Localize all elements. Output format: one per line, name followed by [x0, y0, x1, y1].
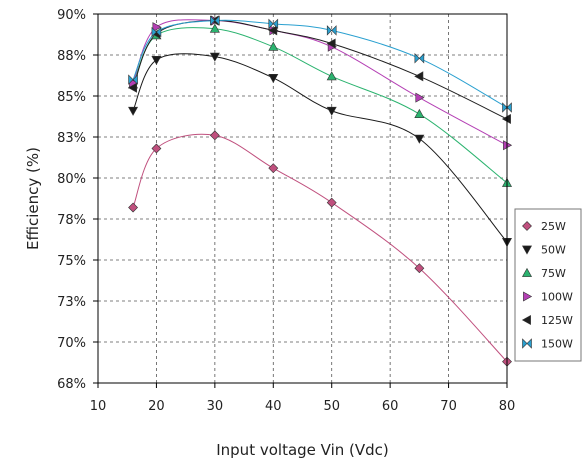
data-point-25w	[268, 163, 279, 174]
data-point-25w	[128, 202, 138, 213]
data-point-50w	[268, 74, 279, 84]
legend-marker	[521, 245, 533, 255]
x-tick-label: 40	[265, 399, 282, 414]
legend-label: 75W	[541, 267, 566, 280]
x-axis-title: Input voltage Vin (Vdc)	[216, 441, 389, 459]
data-point-150w	[268, 18, 279, 30]
series-line-50w	[132, 53, 508, 243]
y-tick-label: 83%	[57, 131, 86, 146]
series-lines	[132, 19, 508, 363]
data-point-150w	[128, 74, 138, 85]
y-tick-label: 88%	[57, 49, 86, 64]
legend-marker	[521, 267, 533, 277]
plot-frame	[97, 13, 508, 384]
legend-label: 150W	[541, 338, 573, 351]
data-point-75w	[414, 108, 425, 118]
y-tick-label: 70%	[57, 336, 86, 351]
data-point-150w	[326, 25, 337, 36]
data-point-50w	[414, 134, 425, 144]
data-point-25w	[151, 143, 162, 154]
y-tick-label: 73%	[57, 295, 86, 310]
y-axis-ticks: 90% 88% 85% 83% 80% 78% 75% 73% 70% 68%	[57, 8, 98, 392]
data-point-150w	[210, 15, 220, 26]
y-tick-label: 75%	[57, 254, 86, 269]
series-line-125w	[132, 20, 508, 120]
data-point-100w	[152, 22, 162, 33]
y-tick-label: 80%	[57, 172, 86, 187]
data-point-50w	[151, 56, 162, 66]
x-tick-label: 70	[440, 399, 457, 414]
series-line-100w	[132, 19, 508, 146]
x-axis-ticks: 10 20 30 40 50 60 70 80	[90, 383, 516, 414]
legend-label: 125W	[541, 314, 573, 327]
legend-label: 25W	[541, 220, 566, 233]
y-tick-label: 78%	[57, 213, 86, 228]
y-axis-title: Efficiency (%)	[24, 147, 42, 250]
legend: 25W 50W 75W 100W 125W 150W	[514, 208, 582, 362]
data-point-50w	[209, 52, 220, 62]
data-point-125w	[127, 82, 137, 93]
x-tick-label: 20	[148, 399, 165, 414]
data-point-75w	[326, 71, 337, 81]
x-tick-label: 80	[499, 399, 516, 414]
y-tick-label: 68%	[57, 377, 86, 392]
legend-box	[514, 208, 582, 362]
x-tick-label: 60	[382, 399, 399, 414]
series-line-25w	[132, 133, 508, 363]
data-point-100w	[415, 92, 425, 103]
data-point-150w	[414, 53, 425, 64]
data-point-50w	[128, 106, 139, 116]
data-point-125w	[414, 71, 424, 82]
data-point-125w	[268, 25, 278, 36]
data-point-125w	[326, 38, 336, 49]
legend-marker	[521, 314, 531, 326]
data-point-150w	[151, 26, 162, 38]
legend-label: 100W	[541, 291, 573, 304]
data-point-25w	[209, 130, 220, 141]
series-markers	[127, 15, 513, 367]
legend-marker	[522, 338, 532, 349]
data-point-75w	[209, 23, 220, 33]
x-tick-label: 30	[207, 399, 224, 414]
data-point-25w	[326, 197, 337, 208]
y-tick-label: 85%	[57, 90, 86, 105]
legend-label: 50W	[541, 244, 566, 257]
grid-lines	[98, 14, 507, 383]
data-point-75w	[268, 41, 279, 51]
y-tick-label: 90%	[57, 8, 86, 23]
legend-marker	[523, 291, 533, 302]
data-point-25w	[414, 263, 425, 274]
x-tick-label: 10	[90, 399, 107, 414]
data-point-50w	[326, 106, 337, 116]
legend-marker	[522, 221, 532, 231]
x-tick-label: 50	[323, 399, 340, 414]
series-line-150w	[132, 19, 508, 108]
